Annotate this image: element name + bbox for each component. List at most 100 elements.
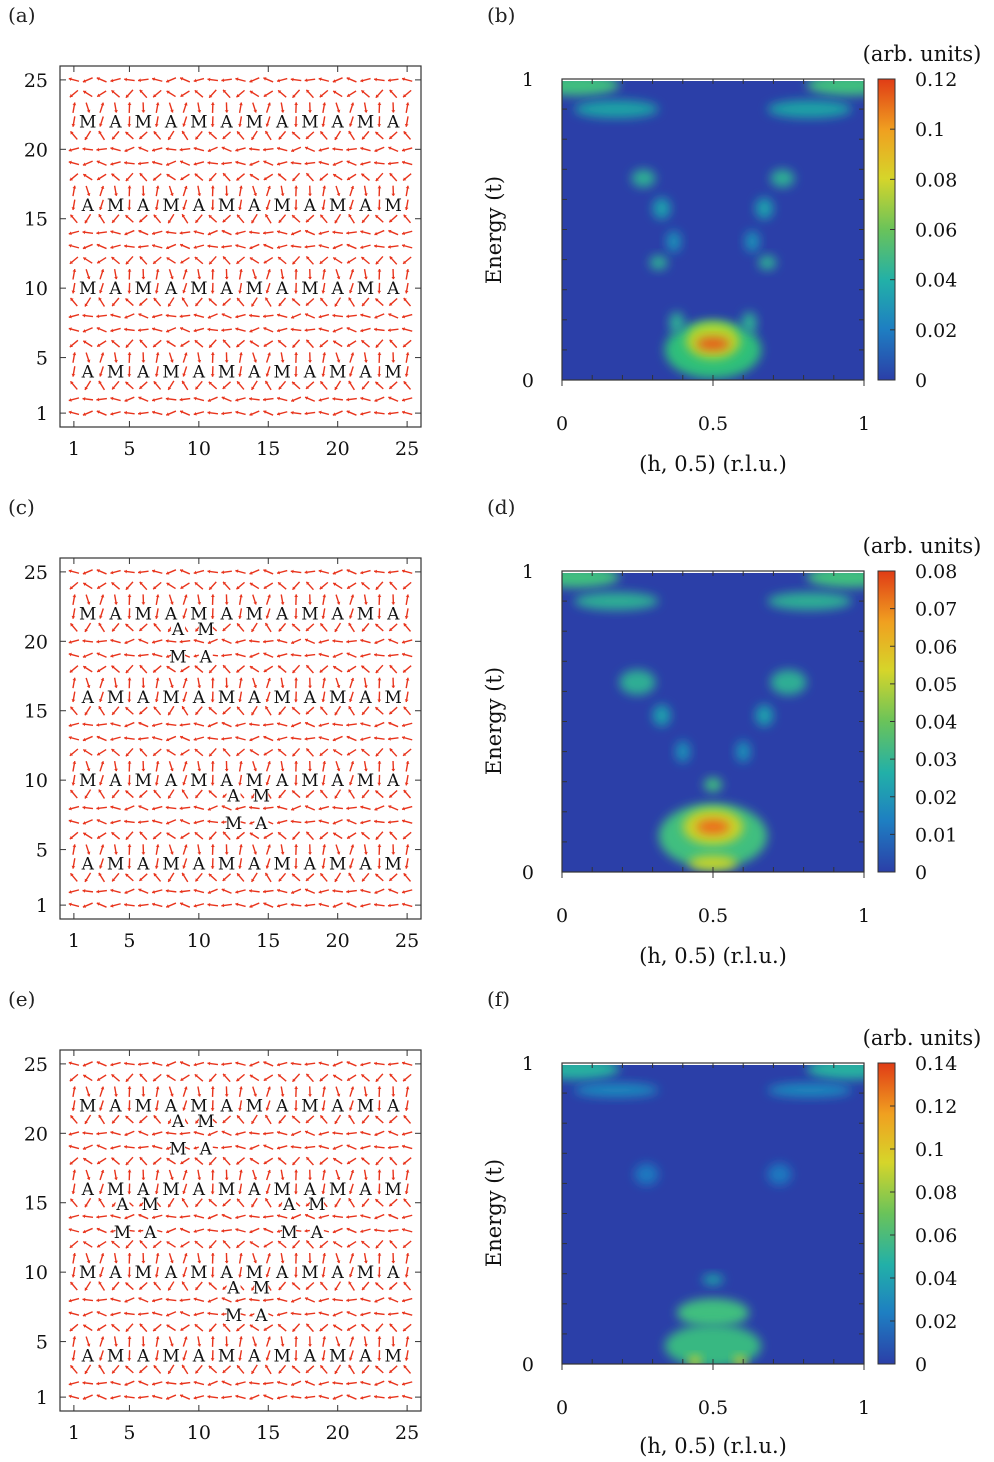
spin-arrowhead (153, 94, 157, 98)
spin-arrowhead (68, 652, 72, 657)
spin-arrowhead (221, 229, 225, 234)
stripe-letter: A (331, 1263, 345, 1283)
spin-arrowhead (155, 1169, 160, 1173)
spin-arrowhead (388, 229, 392, 234)
stripe-letter: M (273, 362, 290, 382)
spin-arrowhead (207, 1061, 211, 1066)
spin-arrowhead (402, 1382, 406, 1386)
spin-arrowhead (98, 1198, 102, 1202)
spin-arrowhead (308, 360, 312, 363)
spin-arrowhead (210, 374, 215, 377)
stripe-letter: A (275, 279, 289, 299)
spin-arrowhead (97, 343, 101, 347)
spin-arrowhead (195, 219, 199, 223)
spin-arrowhead (304, 820, 308, 825)
stripe-letter: A (303, 854, 317, 874)
spin-arrowhead (179, 1298, 183, 1303)
stripe-letter: M (246, 605, 263, 625)
spin-arrowhead (70, 873, 74, 877)
spin-arrowhead (181, 1198, 186, 1202)
spin-arrowhead (249, 245, 253, 250)
panel-label-b: (b) (487, 3, 515, 27)
x-tick-label: 0.5 (698, 905, 728, 927)
spin-arrowhead (375, 344, 379, 348)
spin-arrowhead (336, 768, 341, 772)
letter-backdrop (358, 362, 373, 381)
spin-arrowhead (207, 1228, 211, 1233)
stripe-letter: M (218, 1346, 235, 1366)
spin-arrowhead (141, 602, 146, 605)
spin-arrowhead (388, 1213, 392, 1218)
spin-arrowhead (197, 1177, 202, 1181)
ylabel-d: Energy (t) (482, 667, 506, 775)
letter-backdrop (275, 1096, 290, 1115)
spin-arrowhead (377, 760, 382, 764)
spin-arrowhead (139, 1286, 143, 1290)
spectral-feature (688, 1355, 701, 1364)
spin-arrowhead (168, 136, 172, 140)
spin-arrowhead (305, 721, 309, 726)
spin-arrowhead (138, 1213, 142, 1218)
spin-arrowhead (249, 821, 253, 825)
spin-arrowhead (306, 1323, 310, 1327)
spin-arrowhead (278, 173, 282, 177)
spin-arrowhead (239, 761, 243, 764)
spin-arrowhead (69, 586, 74, 590)
spin-arrowhead (320, 1115, 324, 1119)
spin-arrowhead (166, 1074, 170, 1078)
spin-panel-e: M A M A M A M A M A M AA M A M A M A M A M A MM A M A M A M A M A M AA M A M… (24, 1049, 422, 1444)
spin-arrowhead (110, 1214, 114, 1218)
spin-arrowhead (364, 193, 368, 197)
spin-arrowhead (375, 215, 379, 219)
spin-arrowhead (334, 1370, 338, 1374)
spin-arrowhead (82, 737, 87, 742)
spin-arrowhead (110, 1380, 114, 1385)
spin-arrowhead (318, 77, 322, 82)
letter-backdrop (219, 279, 234, 298)
spin-arrowhead (404, 1191, 409, 1195)
spin-arrowhead (237, 297, 241, 302)
spin-arrowhead (375, 669, 379, 673)
spin-arrowhead (168, 386, 172, 390)
spin-arrowhead (96, 1144, 100, 1148)
spin-arrowhead (263, 77, 267, 81)
spin-arrowhead (387, 244, 391, 249)
spin-arrowhead (222, 627, 226, 631)
spin-arrowhead (304, 1145, 308, 1150)
letter-backdrop (330, 1096, 345, 1115)
spin-arrowhead (404, 782, 409, 786)
spin-arrowhead (165, 1214, 169, 1219)
spin-arrowhead (387, 653, 391, 658)
spin-arrowhead (263, 1160, 267, 1165)
spin-arrowhead (238, 699, 242, 703)
spin-arrowhead (294, 594, 299, 598)
spin-arrowhead (332, 1229, 336, 1234)
spin-arrowhead (127, 124, 132, 127)
spin-arrowhead (84, 386, 88, 390)
spin-arrowhead (389, 711, 393, 715)
spin-arrowhead (166, 1146, 170, 1150)
spin-arrowhead (197, 685, 202, 689)
spin-arrowhead (361, 256, 365, 261)
spin-arrowhead (110, 1395, 114, 1400)
defect-letter: A (254, 1306, 268, 1326)
spin-arrowhead (69, 669, 74, 673)
spin-arrowhead (308, 193, 312, 197)
spin-arrowhead (68, 1227, 72, 1232)
x-tick-label: 15 (256, 1422, 280, 1444)
spin-arrowhead (127, 102, 132, 106)
spin-arrowhead (402, 1061, 406, 1066)
stripe-letter: M (273, 854, 290, 874)
spin-arrowhead (290, 569, 294, 574)
spin-arrowhead (82, 397, 86, 401)
spin-arrowhead (110, 162, 114, 166)
spin-arrowhead (347, 260, 351, 264)
spin-arrowhead (290, 736, 294, 741)
letter-backdrop (330, 771, 345, 790)
spin-arrowhead (374, 890, 378, 895)
spin-arrowhead (127, 1274, 132, 1278)
spin-arrowhead (165, 722, 169, 727)
spin-arrowhead (170, 1093, 174, 1097)
spin-arrowhead (139, 135, 143, 139)
